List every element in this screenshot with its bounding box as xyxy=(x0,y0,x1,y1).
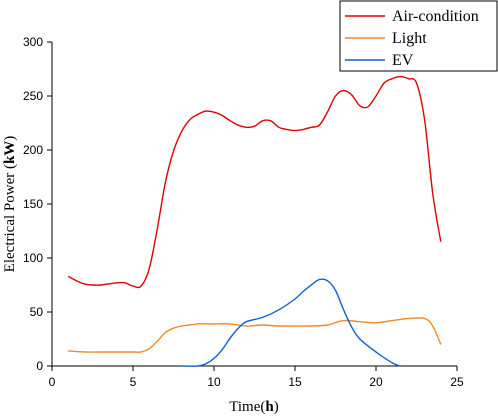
y-tick-label: 0 xyxy=(36,359,43,373)
legend-label-light: Light xyxy=(392,30,427,47)
x-tick-label: 20 xyxy=(369,375,383,389)
y-tick-label: 100 xyxy=(23,251,43,265)
x-tick-label: 15 xyxy=(288,375,302,389)
x-tick-label: 0 xyxy=(49,375,56,389)
x-tick-label: 10 xyxy=(207,375,221,389)
y-tick-label: 200 xyxy=(23,143,43,157)
legend: Air-condition Light EV xyxy=(339,0,498,72)
legend-label-air-condition: Air-condition xyxy=(392,8,479,25)
x-tick-label: 5 xyxy=(130,375,137,389)
x-axis-ticks: 0 5 10 15 20 25 xyxy=(49,366,464,389)
series-lines xyxy=(67,75,442,367)
y-tick-label: 300 xyxy=(23,35,43,49)
series-line-air-condition xyxy=(67,75,442,289)
plot-area xyxy=(51,42,457,367)
y-tick-label: 150 xyxy=(23,197,43,211)
y-tick-label: 250 xyxy=(23,89,43,103)
y-tick-label: 50 xyxy=(30,305,44,319)
series-line-light xyxy=(68,317,442,353)
y-axis-ticks: 0 50 100 150 200 250 300 xyxy=(23,35,52,373)
y-axis-title: Electrical Power (kW) xyxy=(2,136,18,273)
legend-label-ev: EV xyxy=(392,52,414,69)
series-line-ev xyxy=(181,278,401,367)
x-tick-label: 25 xyxy=(450,375,464,389)
x-axis-title: Time(h) xyxy=(229,399,278,415)
